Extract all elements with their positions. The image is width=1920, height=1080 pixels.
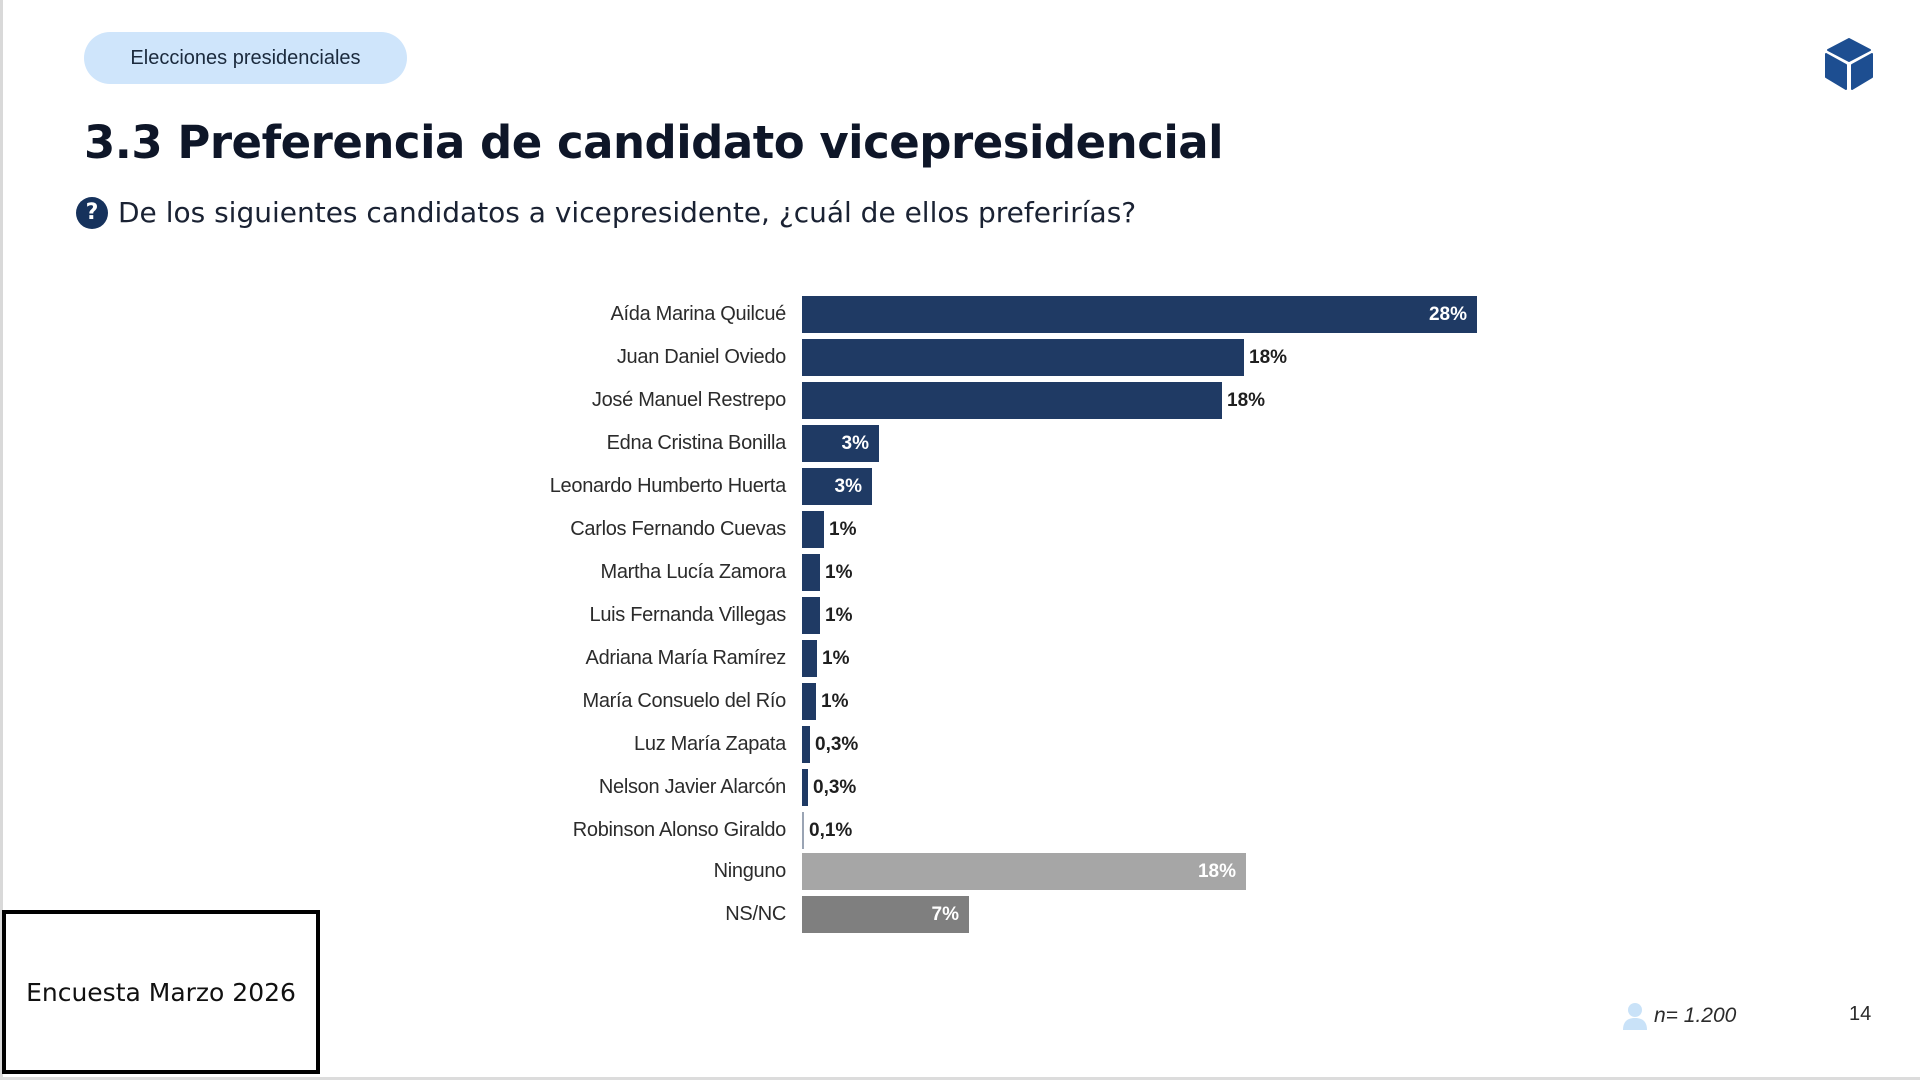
slide-left-border: [0, 0, 3, 1080]
value-label: 3%: [834, 475, 862, 497]
chart-row: Adriana María Ramírez 1%: [0, 640, 1920, 677]
category-label: Ninguno: [713, 860, 787, 882]
value-label: 18%: [1249, 346, 1288, 368]
category-label: Luis Fernanda Villegas: [589, 604, 787, 626]
chart-row: Martha Lucía Zamora 1%: [0, 554, 1920, 591]
category-label: Carlos Fernando Cuevas: [570, 518, 786, 540]
bar: 28%: [802, 296, 1477, 333]
category-label: Martha Lucía Zamora: [600, 561, 787, 583]
value-label: 0,1%: [809, 819, 853, 841]
value-label: 28%: [1428, 303, 1467, 325]
category-label: NS/NC: [725, 903, 786, 925]
bar: [802, 511, 824, 548]
category-label: María Consuelo del Río: [582, 690, 786, 712]
category-label: Juan Daniel Oviedo: [616, 346, 786, 368]
category-label: Edna Cristina Bonilla: [606, 432, 787, 454]
section-tag-label: Elecciones presidenciales: [130, 46, 361, 69]
survey-date-box: Encuesta Marzo 2026: [2, 910, 320, 1074]
bar: [802, 382, 1222, 419]
value-label: 1%: [825, 604, 853, 626]
bar: [802, 554, 820, 591]
value-label: 1%: [825, 561, 853, 583]
category-label: Luz María Zapata: [634, 733, 786, 755]
value-label: 18%: [1197, 860, 1236, 882]
bar: [802, 812, 804, 849]
value-label: 0,3%: [813, 776, 857, 798]
chart-row: Juan Daniel Oviedo 18%: [0, 339, 1920, 376]
sample-size: n= 1.200: [1622, 1001, 1736, 1031]
cube-icon: [1825, 38, 1873, 90]
chart-row: Carlos Fernando Cuevas 1%: [0, 511, 1920, 548]
survey-date-label: Encuesta Marzo 2026: [26, 977, 296, 1007]
question-text: De los siguientes candidatos a vicepresi…: [118, 196, 1137, 229]
chart-row: Nelson Javier Alarcón 0,3%: [0, 769, 1920, 806]
page-number: 14: [1849, 1003, 1872, 1025]
chart-row: Ninguno 18%: [0, 853, 1920, 890]
chart-row: María Consuelo del Río 1%: [0, 683, 1920, 720]
section-tag: Elecciones presidenciales: [84, 32, 407, 84]
category-label: Aída Marina Quilcué: [610, 303, 786, 325]
bar: [802, 597, 820, 634]
value-label: 7%: [931, 903, 959, 925]
value-label: 3%: [841, 432, 869, 454]
value-label: 0,3%: [815, 733, 859, 755]
bar: [802, 339, 1244, 376]
bar: 3%: [802, 425, 879, 462]
category-label: Robinson Alonso Giraldo: [572, 819, 787, 841]
value-label: 18%: [1227, 389, 1266, 411]
category-label: Nelson Javier Alarcón: [598, 776, 786, 798]
category-label: Leonardo Humberto Huerta: [549, 475, 787, 497]
value-label: 1%: [822, 647, 850, 669]
chart-row: Aída Marina Quilcué 28%: [0, 296, 1920, 333]
bar: [802, 769, 808, 806]
value-label: 1%: [821, 690, 849, 712]
bar: [802, 683, 816, 720]
bar: [802, 640, 817, 677]
value-label: 1%: [829, 518, 857, 540]
sample-size-label: n= 1.200: [1654, 1004, 1737, 1027]
bar: [802, 726, 810, 763]
page-title: 3.3 Preferencia de candidato vicepreside…: [84, 116, 1224, 169]
bar: 18%: [802, 853, 1246, 890]
question-circle-icon: ?: [76, 196, 108, 229]
bar: 3%: [802, 468, 872, 505]
person-icon: [1623, 1003, 1647, 1030]
chart-row: Leonardo Humberto Huerta 3%: [0, 468, 1920, 505]
slide-bottom-border: [0, 1077, 1920, 1080]
bar: 7%: [802, 896, 969, 933]
chart-row: Luz María Zapata 0,3%: [0, 726, 1920, 763]
chart-row: José Manuel Restrepo 18%: [0, 382, 1920, 419]
survey-question: ? De los siguientes candidatos a vicepre…: [76, 196, 1136, 229]
chart-row: Luis Fernanda Villegas 1%: [0, 597, 1920, 634]
category-label: José Manuel Restrepo: [591, 389, 786, 411]
chart-row: Robinson Alonso Giraldo 0,1%: [0, 812, 1920, 849]
chart-row: Edna Cristina Bonilla 3%: [0, 425, 1920, 462]
category-label: Adriana María Ramírez: [585, 647, 787, 669]
